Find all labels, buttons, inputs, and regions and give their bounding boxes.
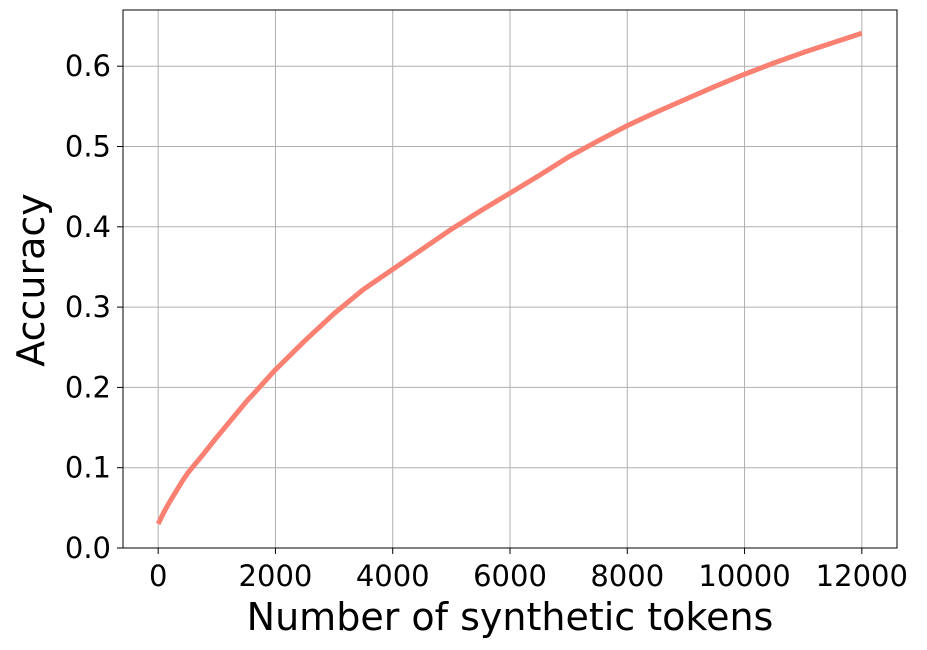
y-tick-label: 0.1 — [65, 451, 111, 485]
x-tick-label: 8000 — [590, 559, 664, 593]
y-axis-label: Accuracy — [9, 193, 53, 367]
y-tick-label: 0.2 — [65, 370, 111, 404]
x-tick-label: 6000 — [473, 559, 547, 593]
x-tick-label: 10000 — [698, 559, 790, 593]
data-line — [155, 30, 863, 526]
y-tick-label: 0.4 — [65, 210, 111, 244]
x-axis-label: Number of synthetic tokens — [247, 595, 774, 639]
y-tick-label: 0.5 — [65, 130, 111, 164]
plot-frame — [122, 9, 898, 549]
x-tick-label: 2000 — [239, 559, 313, 593]
y-tick-label: 0.0 — [65, 531, 111, 565]
y-tick-label: 0.3 — [65, 290, 111, 324]
x-tick-label: 0 — [149, 559, 167, 593]
y-tick-label: 0.6 — [65, 49, 111, 83]
x-tick-label: 12000 — [816, 559, 908, 593]
x-tick-label: 4000 — [356, 559, 430, 593]
